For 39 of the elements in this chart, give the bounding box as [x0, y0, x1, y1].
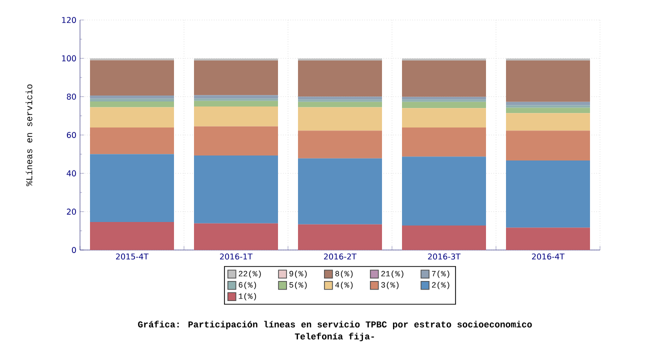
- bar: [506, 108, 590, 114]
- bar: [402, 156, 486, 226]
- bar: [90, 107, 174, 128]
- bar: [90, 222, 174, 250]
- bar: [194, 223, 278, 250]
- bar: [194, 106, 278, 126]
- bar: [402, 102, 486, 108]
- bar: [90, 60, 174, 96]
- bar: [506, 102, 590, 106]
- bar: [90, 98, 174, 102]
- bar: [90, 154, 174, 222]
- bar: [506, 130, 590, 160]
- bar: [90, 101, 174, 108]
- bar: [402, 225, 486, 250]
- bar: [506, 105, 590, 108]
- bar: [298, 102, 382, 108]
- bar: [194, 95, 278, 99]
- bar: [194, 100, 278, 106]
- y-axis-title: %Líneas en servicio: [26, 84, 32, 186]
- bar: [402, 60, 486, 97]
- bar: [298, 130, 382, 158]
- bar: [402, 108, 486, 128]
- bar: [506, 228, 590, 250]
- bar: [298, 107, 382, 131]
- bar: [298, 158, 382, 224]
- bar: [194, 126, 278, 156]
- bar: [506, 60, 590, 102]
- bar: [90, 128, 174, 154]
- bar: [298, 96, 382, 100]
- bar: [194, 156, 278, 224]
- bar: [506, 160, 590, 228]
- text: Gráfica: Participación líneas en servicio TPBC por estrato socioeconomico: [138, 320, 532, 330]
- bar: [298, 60, 382, 97]
- bar: [298, 224, 382, 250]
- bar: [90, 96, 174, 99]
- bar: [194, 60, 278, 96]
- text: Telefonía fija-: [294, 332, 374, 342]
- bar: [402, 128, 486, 157]
- bar: [506, 113, 590, 131]
